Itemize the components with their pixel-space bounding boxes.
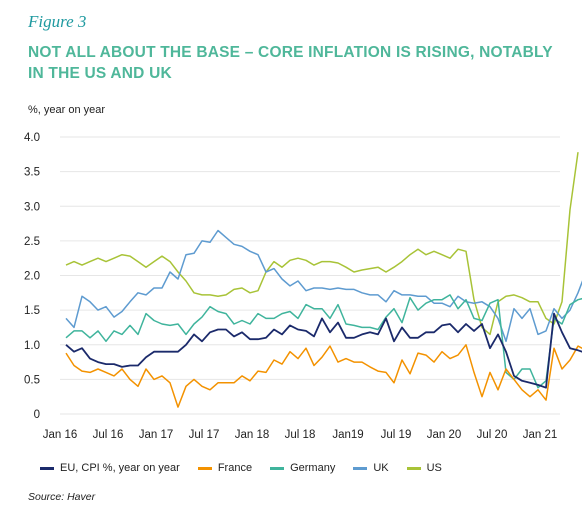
x-tick-label: Jan 18 [235, 429, 270, 441]
x-axis-ticks: Jan 16 Jul 16 Jan 17 Jul 17 Jan 18 Jul 18 Jan1… [43, 429, 558, 441]
y-tick-label: 4.0 [24, 132, 40, 144]
y-tick-label: 2.0 [24, 271, 40, 283]
series-line-germany [65, 294, 582, 389]
series-line-us [65, 152, 579, 336]
y-axis-label: %, year on year [28, 104, 106, 116]
legend-swatch [270, 466, 285, 470]
legend-label: France [217, 462, 253, 474]
y-tick-label: 0.5 [24, 374, 40, 386]
legend: EU, CPI %, year on year France Germany UK US [40, 462, 570, 474]
y-tick-label: 3.5 [24, 167, 40, 179]
gridlines [60, 136, 560, 415]
y-tick-label: 0 [34, 409, 40, 421]
y-tick-label: 1.5 [24, 305, 40, 317]
legend-swatch [406, 466, 421, 470]
series-lines [65, 152, 582, 408]
x-tick-label: Jan 20 [427, 429, 462, 441]
series-line-france [65, 344, 582, 408]
source-note: Source: Haver [28, 491, 96, 503]
legend-label: US [426, 462, 442, 474]
legend-item: US [406, 462, 442, 474]
legend-item: Germany [270, 462, 335, 474]
x-tick-label: Jan 16 [43, 429, 78, 441]
y-tick-label: 1.0 [24, 340, 40, 352]
legend-item: France [197, 462, 253, 474]
x-tick-label: Jul 18 [285, 429, 316, 441]
series-line-eu-cpi-year-on-year [65, 312, 582, 389]
legend-swatch [40, 466, 54, 470]
y-axis-ticks: 0 0.5 1.0 1.5 2.0 2.5 3.0 3.5 4.0 [24, 132, 40, 421]
legend-label: Germany [290, 462, 336, 474]
x-tick-label: Jul 20 [477, 429, 508, 441]
legend-label: EU, CPI %, year on year [60, 462, 180, 474]
y-tick-label: 3.0 [24, 201, 40, 213]
legend-item: EU, CPI %, year on year [40, 462, 180, 474]
figure-label: Figure 3 [28, 12, 87, 31]
legend-label: UK [373, 462, 389, 474]
x-tick-label: Jul 16 [93, 429, 124, 441]
y-tick-label: 2.5 [24, 236, 40, 248]
x-tick-label: Jan 17 [139, 429, 174, 441]
x-tick-label: Jul 19 [381, 429, 412, 441]
x-tick-label: Jul 17 [189, 429, 220, 441]
legend-swatch [353, 466, 368, 470]
x-tick-label: Jan19 [332, 429, 363, 441]
legend-swatch [197, 466, 212, 470]
series-line-uk [65, 229, 582, 343]
chart-title: NOT ALL ABOUT THE BASE – CORE INFLATION … [28, 44, 553, 82]
line-chart: 00.51.01.52.02.53.03.54.0 Jan 16 Jul 16 Ja… [24, 132, 582, 441]
x-tick-label: Jan 21 [523, 429, 558, 441]
legend-item: UK [353, 462, 389, 474]
